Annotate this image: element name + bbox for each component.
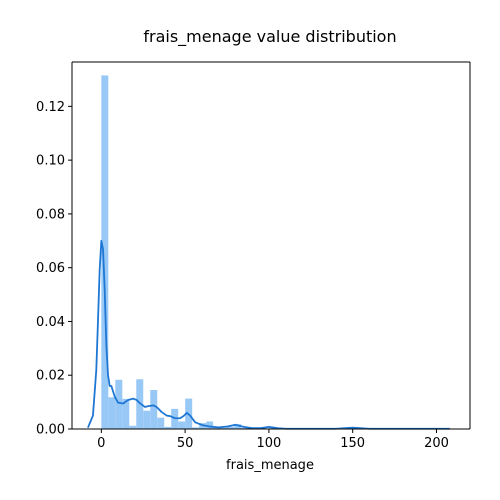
- histogram-bar: [164, 426, 172, 429]
- histogram-bar: [129, 425, 137, 429]
- x-tick-label: 100: [256, 436, 281, 451]
- histogram-bar: [150, 390, 158, 429]
- x-tick-label: 200: [424, 436, 449, 451]
- histogram-bar: [206, 421, 214, 429]
- histogram-bar: [115, 379, 123, 429]
- histogram-bar: [101, 75, 109, 429]
- histogram-bar: [241, 427, 249, 429]
- histogram-bar: [108, 397, 116, 429]
- histogram-bar: [234, 424, 242, 429]
- histogram-bar: [213, 427, 221, 429]
- y-tick-label: 0.02: [36, 369, 65, 384]
- y-tick-label: 0.00: [36, 423, 65, 438]
- y-tick-label: 0.08: [36, 207, 65, 222]
- y-tick-label: 0.04: [36, 315, 65, 330]
- x-tick-label: 0: [97, 436, 105, 451]
- histogram-bar: [192, 427, 200, 429]
- histogram-bar: [122, 398, 130, 429]
- histogram-bar: [220, 427, 228, 429]
- chart-title: frais_menage value distribution: [143, 27, 396, 47]
- histogram-bar: [157, 417, 165, 429]
- histogram-bar: [143, 410, 151, 429]
- histogram-bar: [227, 426, 235, 429]
- y-tick-label: 0.12: [36, 100, 65, 115]
- y-tick-label: 0.06: [36, 261, 65, 276]
- x-axis-label: frais_menage: [226, 458, 314, 473]
- y-tick-label: 0.10: [36, 154, 65, 169]
- x-tick-label: 150: [340, 436, 365, 451]
- plot-area: 0 50 100 150 200 0.00 0.02 0.04 0.06 0.08 0.10 0.12: [36, 61, 471, 451]
- histogram-bar: [199, 423, 207, 429]
- histogram-bar: [178, 421, 186, 429]
- x-tick-label: 50: [177, 436, 194, 451]
